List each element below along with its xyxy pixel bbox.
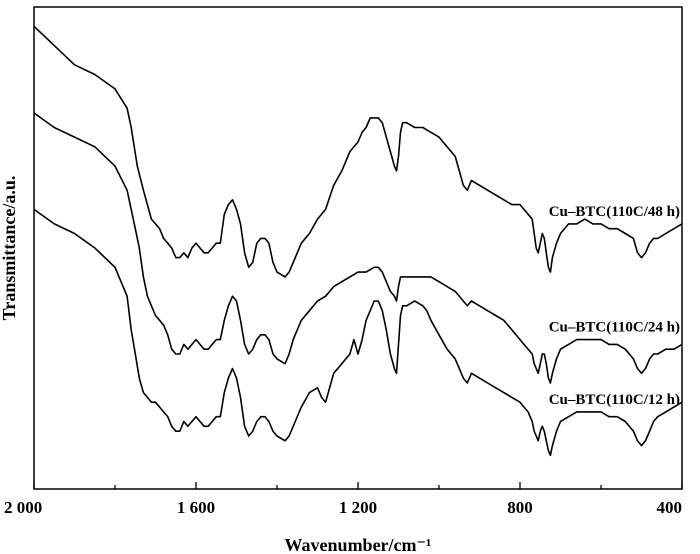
series-label-0: Cu–BTC(110C/48 h) [549,204,680,220]
x-axis-ticks: 2 000 1 600 1 200 800 400 [4,482,683,517]
y-axis-label: Transmittance/a.u. [0,176,19,321]
series-line-0 [33,25,683,278]
series-curves [33,25,683,457]
series-line-1 [33,112,683,384]
x-tick-label: 1 200 [339,498,377,517]
series-labels: Cu–BTC(110C/48 h) Cu–BTC(110C/24 h) Cu–BTC… [549,204,680,408]
x-tick-label: 1 600 [177,498,215,517]
x-tick-label: 800 [507,498,533,517]
series-line-2 [33,208,683,457]
series-label-1: Cu–BTC(110C/24 h) [549,320,680,336]
x-tick-label: 400 [657,498,683,517]
x-axis-label: Wavenumber/cm⁻¹ [285,535,432,554]
series-label-2: Cu–BTC(110C/12 h) [549,392,680,408]
plot-frame [33,6,683,490]
x-tick-label: 2 000 [4,498,42,517]
